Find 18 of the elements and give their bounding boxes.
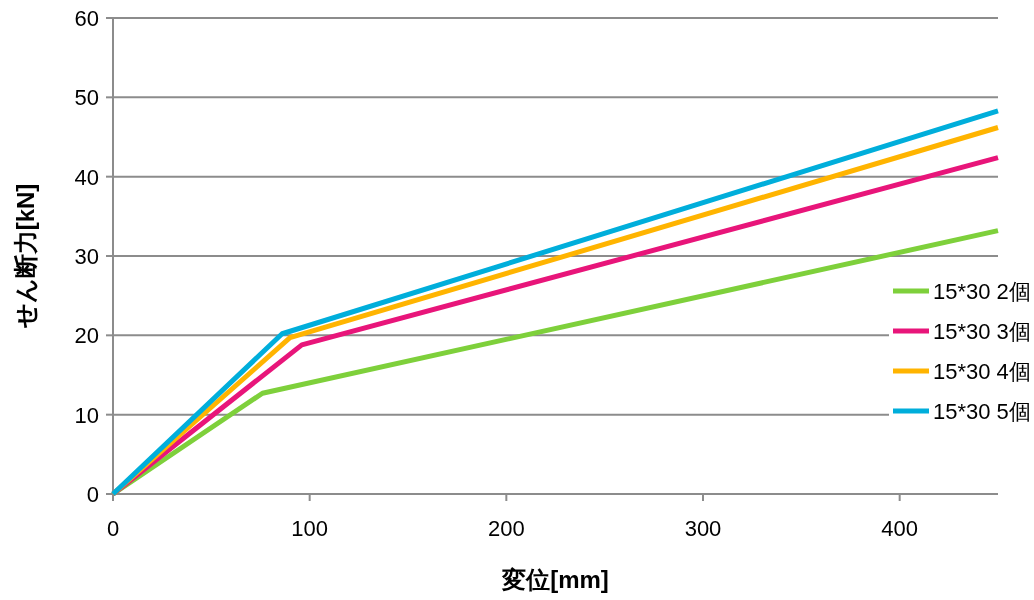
x-tick-label: 300 — [684, 516, 722, 541]
y-axis-title: せん断力[kN] — [12, 183, 39, 330]
x-axis-title: 変位[mm] — [501, 566, 609, 593]
x-tick-label: 200 — [487, 516, 525, 541]
y-tick-label: 40 — [74, 164, 99, 190]
y-tick-label: 20 — [74, 323, 99, 349]
y-tick-label: 10 — [74, 402, 99, 428]
legend-label: 15*30 3個 — [933, 319, 1031, 344]
y-tick-label: 60 — [74, 6, 99, 31]
y-tick-label: 50 — [74, 85, 99, 111]
legend-label: 15*30 2個 — [933, 279, 1031, 304]
x-tick-label: 0 — [106, 516, 120, 541]
x-tick-label: 400 — [881, 516, 919, 541]
x-tick-label: 100 — [291, 516, 329, 541]
legend-label: 15*30 5個 — [933, 399, 1031, 424]
y-tick-label: 0 — [86, 482, 99, 507]
y-tick-label: 30 — [74, 244, 99, 269]
legend-label: 15*30 4個 — [933, 359, 1031, 384]
